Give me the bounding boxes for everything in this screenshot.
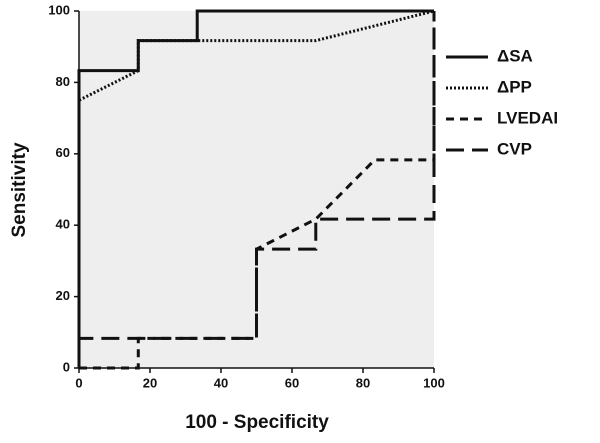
legend-text: ΔPP bbox=[497, 77, 532, 96]
x-axis-label: 100 - Specificity bbox=[185, 412, 329, 433]
y-tick-label: 60 bbox=[56, 145, 70, 160]
legend-text: ΔSA bbox=[497, 46, 533, 65]
x-tick-label: 20 bbox=[143, 375, 157, 390]
roc-curve bbox=[77, 9, 435, 368]
legend-text: LVEDAI bbox=[497, 108, 558, 127]
roc-curve bbox=[77, 11, 436, 368]
y-tick-label: 100 bbox=[48, 2, 70, 17]
y-tick-label: 40 bbox=[56, 217, 70, 232]
x-tick-label: 100 bbox=[423, 375, 445, 390]
x-tick-label: 60 bbox=[285, 375, 299, 390]
x-tick-label: 0 bbox=[75, 375, 82, 390]
x-tick-label: 40 bbox=[214, 375, 228, 390]
y-axis-label: Sensitivity bbox=[9, 142, 30, 237]
y-tick-label: 80 bbox=[56, 74, 70, 89]
y-tick-label: 0 bbox=[63, 359, 70, 374]
legend-text: CVP bbox=[497, 139, 532, 158]
y-tick-label: 20 bbox=[56, 288, 70, 303]
x-tick-label: 80 bbox=[356, 375, 370, 390]
